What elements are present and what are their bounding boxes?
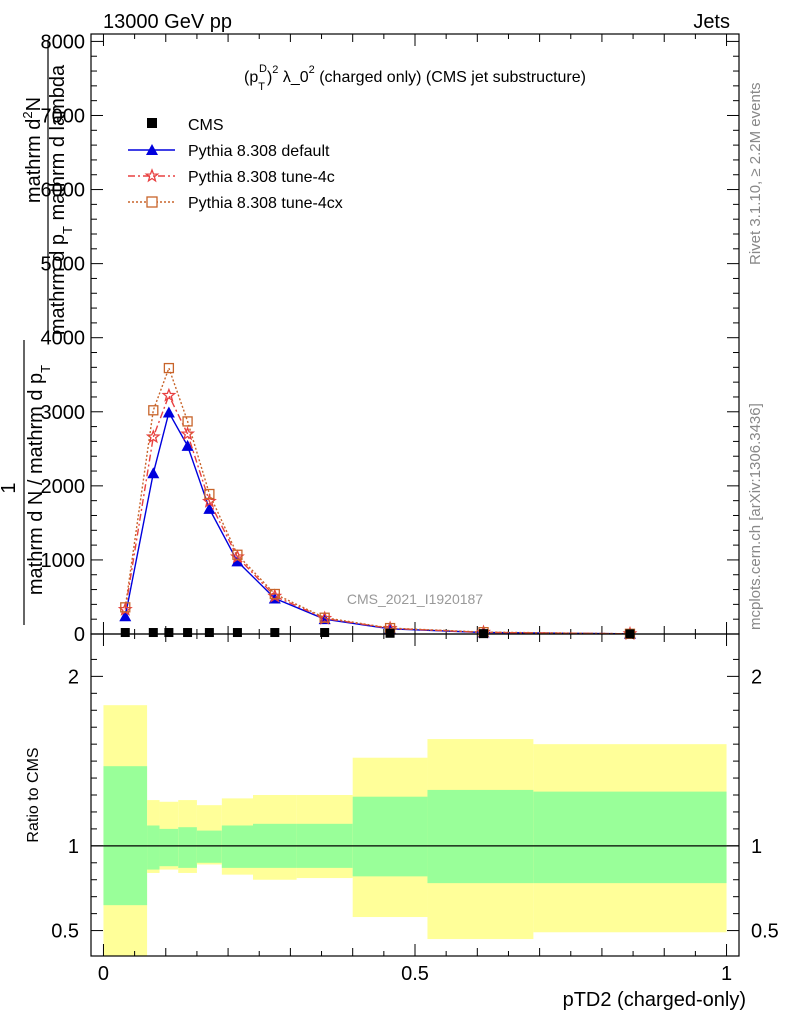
legend-4c-label: Pythia 8.308 tune-4c [188,169,335,186]
title-part-d: (charged only) (CMS jet substructure) [315,69,586,86]
y-tick-label: 7000 [41,105,86,127]
series-marker-square [182,416,193,427]
ratio-y-label: Ratio to CMS [25,747,42,842]
cms-data-point [120,628,130,638]
y-tick-label: 4000 [41,328,86,350]
series-marker-triangle [162,406,175,418]
cms-data-point [204,628,214,638]
ratio-plot: 0.5 0.5 1 1 2 2 0 0.5 1 [51,633,779,985]
y-label-one: 1 [0,482,20,493]
y-label-num: mathrm d2N [20,97,45,203]
title-sup-2: 2 [272,64,278,76]
rivet-label: Rivet 3.1.10, ≥ 2.2M events [747,83,764,266]
series-marker-triangle [181,439,194,451]
ratio-y-tick-label-right: 0.5 [751,921,779,943]
legend-cms-label: CMS [188,117,224,134]
cms-data-point [320,628,330,638]
header-left: 13000 GeV pp [103,11,232,33]
series-marker-square [120,602,131,613]
series-marker-square [319,612,330,623]
x-tick-label: 1 [721,963,732,985]
ratio-stat-band [178,827,197,868]
series-marker-star [201,493,217,508]
legend: CMS Pythia 8.308 default Pythia 8.308 tu… [128,117,343,212]
series-marker-triangle [147,467,160,479]
series-marker-square [204,488,215,500]
ratio-y-tick-label: 2 [68,666,79,688]
analysis-watermark: CMS_2021_I1920187 [347,591,483,607]
ratio-y-tick-label: 1 [68,836,79,858]
y-label-frac-den-a: mathrm d N / mathrm d p [25,373,47,595]
ratio-stat-band [147,825,160,870]
legend-default-label: Pythia 8.308 default [188,143,330,160]
y-tick-label: 5000 [41,254,86,276]
title-sup-D: D [259,63,267,75]
y-label-num-sup: 2 [20,111,35,118]
cms-data-point [385,628,395,638]
legend-4c-marker [144,168,160,183]
y-axis-label: mathrm d2N mathrm d pT mathrm d lambda 1… [0,40,75,625]
title-part-c: λ_0 [278,69,308,86]
ratio-stat-band [159,828,179,867]
ratio-stat-band [221,825,253,868]
y-label-num-b: N [23,97,45,111]
chart-title: (pTD)2 λ_02 (charged only) (CMS jet subs… [244,63,586,93]
cms-data-point [148,628,158,638]
series-marker-square [148,405,159,416]
y-label-frac-den-sub: T [38,365,53,373]
legend-default-marker [146,144,158,155]
x-axis-label: pTD2 (charged-only) [563,989,746,1011]
ratio-stat-band [427,789,534,884]
cms-data-point [232,628,242,638]
ratio-stat-band [352,796,428,877]
cms-data-point [183,628,193,638]
series-marker-triangle [231,555,244,567]
ratio-stat-band [533,791,727,884]
series-marker-star [180,426,196,441]
series-marker-triangle [203,502,216,514]
series-marker-star [161,387,177,402]
y-tick-label: 3000 [41,402,86,424]
title-part-a: (p [244,69,258,86]
series-marker-star [145,429,161,444]
mcplots-label: mcplots.cern.ch [arXiv:1306.3436] [747,403,764,630]
ratio-stat-band [196,830,222,863]
y-tick-label: 6000 [41,180,86,202]
legend-4cx-label: Pythia 8.308 tune-4cx [188,195,343,212]
main-plot: 0 1000 2000 3000 4000 5000 6000 7000 8000 [41,31,740,646]
series-line-2 [124,366,631,635]
ratio-y-tick-label-right: 1 [751,836,762,858]
title-sup-2b: 2 [309,64,315,76]
series-marker-square [163,362,175,374]
y-label-den-a: mathrm d p [47,234,69,335]
series-marker-square [269,588,280,600]
y-label-num-a: mathrm d [23,119,45,203]
y-tick-label: 1000 [41,550,86,572]
y-label-den-b: mathrm d lambda [47,64,69,226]
x-tick-label: 0.5 [401,963,429,985]
y-label-den: mathrm d pT mathrm d lambda [47,64,75,335]
legend-cms-marker [147,118,157,128]
title-sub-T: T [258,81,265,93]
ratio-y-tick-label: 0.5 [51,921,79,943]
y-label-frac-den: mathrm d N / mathrm d pT [25,365,53,595]
cms-data-point [270,628,280,638]
ratio-stat-band [103,766,148,906]
cms-data-point [164,628,174,638]
header-right: Jets [693,11,730,33]
title-part-b: ) [267,69,272,86]
y-tick-label: 0 [74,624,85,646]
x-tick-label: 0 [98,963,109,985]
y-tick-label: 2000 [41,476,86,498]
series-marker-triangle [119,610,132,622]
y-tick-label: 8000 [41,31,86,53]
y-label-den-sub: T [60,226,75,234]
series-marker-square [232,549,243,560]
legend-4cx-marker [146,196,158,208]
ratio-y-tick-label-right: 2 [751,666,762,688]
